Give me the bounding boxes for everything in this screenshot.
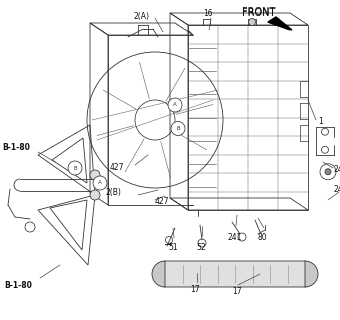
Text: 52: 52 bbox=[196, 243, 206, 252]
Text: 17: 17 bbox=[232, 287, 242, 297]
Text: B: B bbox=[176, 126, 180, 131]
Text: 2(B): 2(B) bbox=[105, 188, 121, 196]
Circle shape bbox=[171, 122, 185, 135]
Text: 427: 427 bbox=[155, 197, 170, 206]
Bar bbox=[188, 25, 308, 210]
Text: FRONT: FRONT bbox=[242, 8, 275, 18]
Text: B-1-80: B-1-80 bbox=[4, 281, 32, 290]
Circle shape bbox=[93, 176, 107, 190]
Polygon shape bbox=[268, 17, 292, 30]
Text: B-1-80: B-1-80 bbox=[2, 143, 30, 153]
Text: 16: 16 bbox=[203, 10, 212, 19]
Text: B: B bbox=[73, 165, 77, 171]
Wedge shape bbox=[152, 261, 165, 287]
Text: 2(A): 2(A) bbox=[133, 12, 149, 20]
Text: A: A bbox=[98, 180, 102, 186]
Text: 80: 80 bbox=[258, 233, 268, 242]
Text: A: A bbox=[173, 102, 177, 108]
Circle shape bbox=[325, 169, 331, 175]
Circle shape bbox=[90, 170, 100, 180]
Text: 51: 51 bbox=[168, 244, 177, 252]
Text: 17: 17 bbox=[190, 284, 200, 293]
Wedge shape bbox=[305, 261, 318, 287]
Circle shape bbox=[168, 98, 182, 112]
Text: 245: 245 bbox=[334, 186, 340, 195]
Text: FRONT: FRONT bbox=[242, 7, 275, 17]
Text: 242: 242 bbox=[334, 165, 340, 174]
Text: 1: 1 bbox=[318, 117, 323, 126]
Circle shape bbox=[68, 161, 82, 175]
FancyBboxPatch shape bbox=[163, 261, 307, 287]
Text: 427: 427 bbox=[110, 164, 124, 172]
Text: 241: 241 bbox=[228, 234, 242, 243]
Polygon shape bbox=[268, 19, 290, 30]
Circle shape bbox=[90, 190, 100, 200]
Circle shape bbox=[249, 19, 255, 26]
